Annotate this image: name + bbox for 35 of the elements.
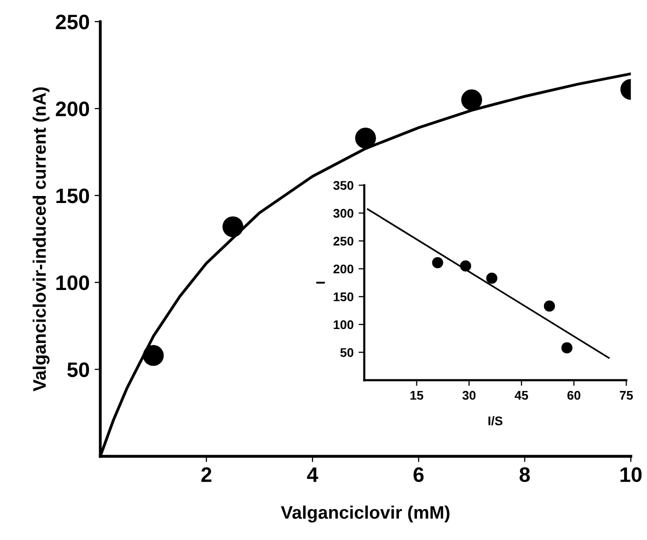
x-tick-label: 60 [567,390,580,400]
y-tick-label: 150 [56,188,90,204]
y-tick-label: 250 [333,236,354,246]
y-tick-label: 50 [340,348,354,357]
x-tick-label: 45 [514,391,528,400]
x-tick-label: 75 [620,391,633,400]
x-tick-label: 30 [462,390,476,400]
point [544,300,555,312]
x-tick-label: 2 [201,467,212,482]
y-axis-title: Valganciclovir-induced current (nA) [32,87,50,392]
x-tick-label: 4 [307,467,318,482]
y-tick-label: 100 [56,275,90,290]
point [432,257,444,268]
point [142,345,164,366]
point [460,260,472,272]
point [355,128,376,149]
point [561,342,572,354]
y-tick-label: 300 [333,208,354,218]
point [461,89,482,110]
x-tick-label: 15 [410,391,424,400]
y-tick-label: 350 [333,181,354,190]
y-tick-label: 50 [67,362,90,378]
point [486,272,498,284]
y-tick-label: 250 [56,14,90,30]
point [222,216,244,238]
x-tick-label: 6 [414,467,424,482]
y-axis-title: I [316,282,325,284]
x-tick-label: 8 [520,467,530,482]
y-tick-label: 100 [334,320,354,330]
x-tick-label: 10 [620,467,642,482]
x-axis-title: Valganciclovir (mM) [280,506,450,522]
y-tick-label: 150 [334,292,354,302]
y-tick-label: 200 [333,264,354,274]
x-axis-title: I/S [488,416,502,426]
y-tick-label: 200 [56,102,90,116]
